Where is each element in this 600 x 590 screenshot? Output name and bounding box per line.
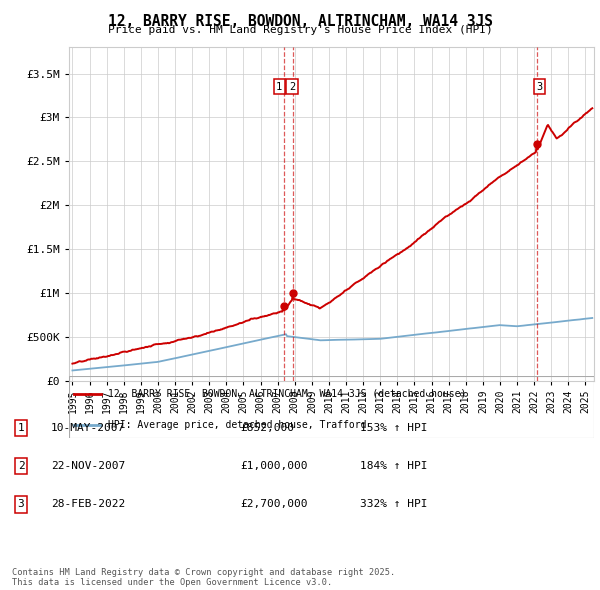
Text: 332% ↑ HPI: 332% ↑ HPI: [360, 500, 427, 509]
Text: 3: 3: [17, 500, 25, 509]
Text: 28-FEB-2022: 28-FEB-2022: [51, 500, 125, 509]
Text: £852,000: £852,000: [240, 423, 294, 432]
Text: Contains HM Land Registry data © Crown copyright and database right 2025.
This d: Contains HM Land Registry data © Crown c…: [12, 568, 395, 587]
Text: 12, BARRY RISE, BOWDON, ALTRINCHAM, WA14 3JS (detached house): 12, BARRY RISE, BOWDON, ALTRINCHAM, WA14…: [109, 388, 467, 398]
Text: HPI: Average price, detached house, Trafford: HPI: Average price, detached house, Traf…: [109, 419, 367, 430]
Text: 22-NOV-2007: 22-NOV-2007: [51, 461, 125, 471]
Text: 10-MAY-2007: 10-MAY-2007: [51, 423, 125, 432]
Text: Price paid vs. HM Land Registry's House Price Index (HPI): Price paid vs. HM Land Registry's House …: [107, 25, 493, 35]
Text: £1,000,000: £1,000,000: [240, 461, 308, 471]
Text: 184% ↑ HPI: 184% ↑ HPI: [360, 461, 427, 471]
Text: 2: 2: [289, 81, 295, 91]
Text: 1: 1: [17, 423, 25, 432]
Text: 153% ↑ HPI: 153% ↑ HPI: [360, 423, 427, 432]
Text: £2,700,000: £2,700,000: [240, 500, 308, 509]
Text: 3: 3: [536, 81, 542, 91]
Text: 2: 2: [17, 461, 25, 471]
Text: 1: 1: [276, 81, 283, 91]
Text: 12, BARRY RISE, BOWDON, ALTRINCHAM, WA14 3JS: 12, BARRY RISE, BOWDON, ALTRINCHAM, WA14…: [107, 14, 493, 29]
